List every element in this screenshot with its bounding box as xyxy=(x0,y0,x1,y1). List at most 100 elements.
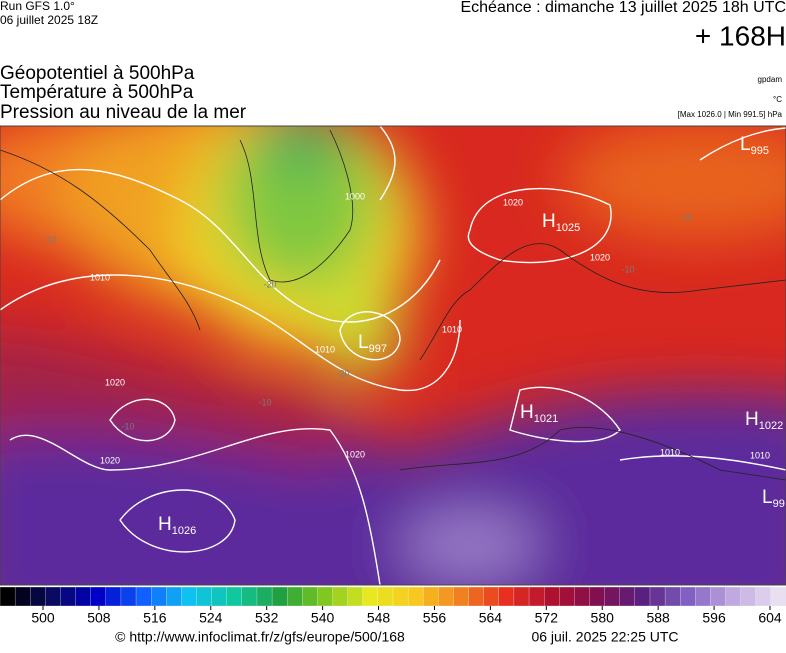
coastlines xyxy=(0,129,786,481)
colorbar-swatch xyxy=(528,586,545,607)
isobar xyxy=(339,311,401,361)
layer-title: Pression au niveau de la mer xyxy=(0,102,247,123)
isobars xyxy=(0,126,786,585)
field-zone xyxy=(560,126,786,240)
colorbar-tick-label: 524 xyxy=(199,610,223,626)
unit-label: °C xyxy=(773,95,782,104)
contour-label: -20 xyxy=(679,212,692,222)
pressure-center: L99 xyxy=(762,487,785,510)
colorbar-swatch xyxy=(271,586,288,607)
colorbar-swatch xyxy=(226,586,243,607)
colorbar-swatch xyxy=(166,586,183,607)
contour-label: -10 xyxy=(621,264,634,274)
isobar xyxy=(467,187,612,264)
center-type: L xyxy=(762,487,773,508)
colorbar-swatch xyxy=(287,586,303,607)
center-value: 99 xyxy=(773,498,785,510)
colorbar-swatch xyxy=(725,586,742,607)
source-url: © http://www.infoclimat.fr/z/gfs/europe/… xyxy=(115,629,405,645)
contour-label: 1020 xyxy=(345,449,365,459)
colorbar-swatch xyxy=(710,586,727,607)
coastline xyxy=(419,243,786,361)
colorbar-swatch xyxy=(347,586,364,607)
center-value: 1022 xyxy=(759,420,783,432)
colorbar-swatch xyxy=(755,586,772,607)
colorbar-swatch xyxy=(604,586,621,607)
colorbar-swatch xyxy=(181,586,198,607)
colorbar-tick-label: 500 xyxy=(31,610,55,626)
center-value: 1025 xyxy=(556,222,580,234)
colorbar-swatch xyxy=(241,586,258,607)
field-zone xyxy=(320,280,400,380)
colorbar-swatch xyxy=(453,586,470,607)
unit-label: gpdam xyxy=(758,75,783,84)
coastline xyxy=(0,149,201,331)
colorbar-swatch xyxy=(120,586,137,607)
colorbar-swatch xyxy=(513,586,530,607)
contour-label: -20 xyxy=(263,279,276,289)
isobar xyxy=(509,386,621,443)
colorbar-swatch xyxy=(589,586,606,607)
colorbar-swatch xyxy=(332,586,349,607)
valid-time: Echéance : dimanche 13 juillet 2025 18h … xyxy=(460,0,786,16)
center-type: L xyxy=(358,332,369,353)
colorbar-swatch xyxy=(544,586,560,607)
center-value: 997 xyxy=(369,343,387,355)
isobar xyxy=(699,127,786,161)
colorbar-tick-label: 556 xyxy=(423,610,447,626)
field-shading xyxy=(0,126,786,585)
center-value: 995 xyxy=(751,145,769,157)
colorbar-swatch xyxy=(317,586,334,607)
contour-label: 1010 xyxy=(315,344,335,354)
center-value: 1021 xyxy=(534,413,558,425)
contour-label: 1020 xyxy=(590,252,610,262)
colorbar-swatch xyxy=(468,586,485,607)
colorbar-tick-label: 548 xyxy=(367,610,391,626)
colorbar-tick-label: 532 xyxy=(255,610,279,626)
colorbar-swatch xyxy=(14,586,31,607)
colorbar-tick-label: 596 xyxy=(702,610,726,626)
center-type: H xyxy=(542,211,556,232)
colorbar-swatch xyxy=(90,586,107,607)
colorbar-swatch xyxy=(634,586,651,607)
contour-label: -10 xyxy=(121,421,134,431)
colorbar-swatch xyxy=(559,586,576,607)
colorbar-swatch xyxy=(498,586,515,607)
colorbar-swatch xyxy=(695,586,712,607)
field-zone xyxy=(0,332,340,470)
pressure-center: H1021 xyxy=(520,402,558,425)
lead-time: + 168H xyxy=(695,20,786,51)
colorbar-tick-label: 564 xyxy=(479,610,503,626)
contour-label: 1000 xyxy=(345,191,365,201)
colorbar-swatch xyxy=(740,586,757,607)
colorbar-swatch xyxy=(407,586,424,607)
colorbar-swatch xyxy=(392,586,409,607)
colorbar-swatch xyxy=(60,586,77,607)
colorbar-swatch xyxy=(438,586,455,607)
run-date: 06 juillet 2025 18Z xyxy=(0,13,98,27)
pressure-center: H1026 xyxy=(158,514,196,537)
colorbar-tick-label: 540 xyxy=(311,610,335,626)
pressure-center: L995 xyxy=(740,134,769,157)
generated-time: 06 juil. 2025 22:25 UTC xyxy=(531,629,678,645)
contour-label: 1010 xyxy=(90,272,110,282)
layer-title: Géopotentiel à 500hPa xyxy=(0,63,195,84)
pressure-center: L997 xyxy=(358,332,387,355)
field-zone xyxy=(260,126,340,170)
center-type: H xyxy=(158,514,172,535)
contour-label: 1020 xyxy=(100,455,120,465)
colorbar-swatch xyxy=(770,586,786,607)
center-value: 1026 xyxy=(172,525,196,537)
colorbar-swatch xyxy=(483,586,500,607)
coastline xyxy=(239,129,354,283)
colorbar-tick-label: 572 xyxy=(535,610,559,626)
isobar xyxy=(109,398,176,442)
colorbar-swatch xyxy=(574,586,591,607)
colorbar-tick-label: 588 xyxy=(646,610,670,626)
isobar xyxy=(0,274,461,392)
colorbar-swatch xyxy=(75,586,92,607)
center-type: H xyxy=(745,409,759,430)
